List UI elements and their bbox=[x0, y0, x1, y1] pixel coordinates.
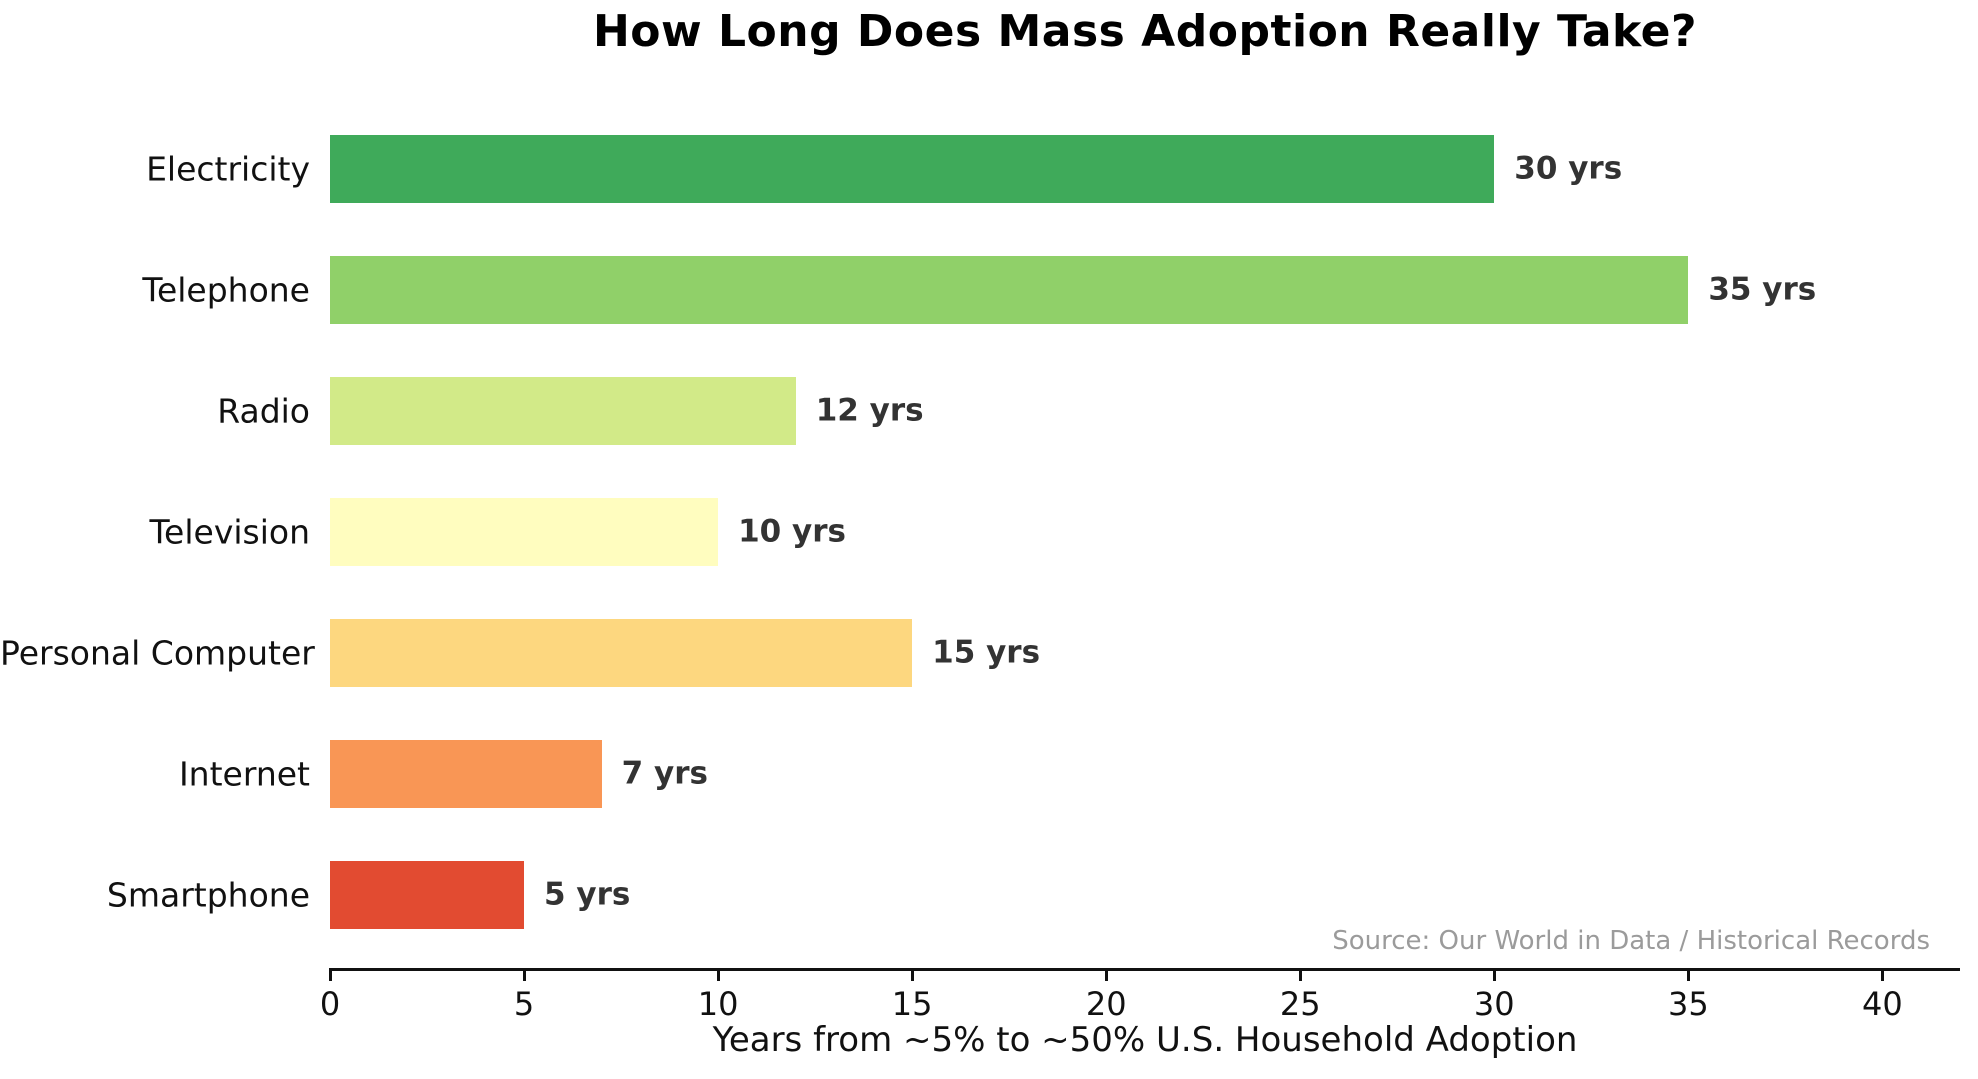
bar bbox=[330, 135, 1495, 204]
x-tick-label: 15 bbox=[891, 985, 933, 1023]
x-axis-line bbox=[330, 968, 1960, 971]
value-label: 5 yrs bbox=[544, 876, 631, 913]
x-axis-tick-mark bbox=[522, 968, 526, 981]
category-label: Internet bbox=[178, 754, 310, 794]
x-tick-label: 35 bbox=[1667, 985, 1709, 1023]
x-axis-tick-mark bbox=[1298, 968, 1302, 981]
bar bbox=[330, 498, 719, 566]
category-label: Personal Computer bbox=[0, 633, 315, 673]
value-label: 7 yrs bbox=[621, 755, 708, 792]
x-axis-tick-mark bbox=[1492, 968, 1496, 981]
x-axis-tick-mark bbox=[910, 968, 914, 981]
bar bbox=[330, 860, 525, 929]
category-label: Television bbox=[149, 512, 311, 552]
x-axis-tick-mark bbox=[716, 968, 720, 981]
chart-title: How Long Does Mass Adoption Really Take? bbox=[592, 6, 1697, 57]
category-label: Electricity bbox=[146, 149, 310, 189]
bar bbox=[330, 618, 913, 687]
x-tick-label: 40 bbox=[1862, 985, 1903, 1023]
x-tick-label: 0 bbox=[319, 985, 341, 1023]
category-label: Telephone bbox=[142, 270, 310, 310]
x-tick-label: 30 bbox=[1473, 985, 1515, 1023]
category-label: Radio bbox=[217, 391, 310, 431]
x-axis-tick-mark bbox=[1686, 968, 1690, 981]
value-label: 35 yrs bbox=[1708, 271, 1817, 308]
x-tick-label: 25 bbox=[1279, 985, 1321, 1023]
bar bbox=[330, 739, 602, 808]
bar bbox=[330, 377, 796, 446]
x-axis-title: Years from ~5% to ~50% U.S. Household Ad… bbox=[712, 1020, 1578, 1060]
x-tick-label: 10 bbox=[697, 985, 739, 1023]
value-label: 15 yrs bbox=[932, 634, 1041, 671]
bar bbox=[330, 256, 1689, 325]
x-tick-label: 20 bbox=[1085, 985, 1127, 1023]
value-label: 30 yrs bbox=[1514, 150, 1623, 187]
x-axis-tick-mark bbox=[1104, 968, 1108, 981]
value-label: 10 yrs bbox=[738, 513, 846, 550]
x-axis-tick-mark bbox=[328, 968, 332, 981]
source-note: Source: Our World in Data / Historical R… bbox=[1332, 926, 1930, 956]
x-tick-label: 5 bbox=[513, 985, 535, 1023]
value-label: 12 yrs bbox=[815, 392, 924, 429]
category-label: Smartphone bbox=[106, 875, 310, 915]
x-axis-tick-mark bbox=[1880, 968, 1884, 981]
